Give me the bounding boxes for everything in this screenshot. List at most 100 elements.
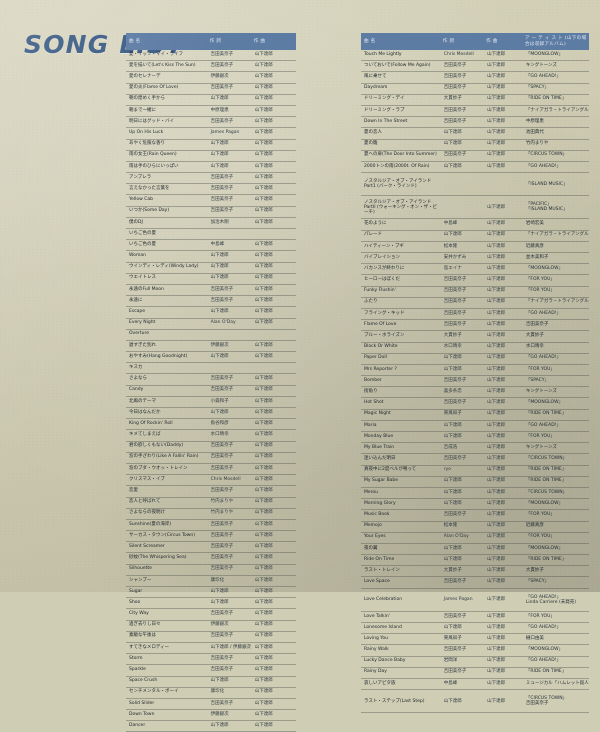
song-artist: 「SPACY」 xyxy=(522,576,589,589)
song-artist: 「FOR YOU」 xyxy=(522,611,589,624)
song-lyricist: 吉田美奈子 xyxy=(440,71,485,84)
table-row: 愛を描いて(Let's Kiss The Sun)吉田美奈子山下達郎「MOONG… xyxy=(126,60,296,73)
song-artist: 「RIDE ON TIME」 xyxy=(522,465,589,477)
table-row: Memojo 松本隆 山下達郎 近藤真彦 xyxy=(361,521,589,533)
song-composer: 山下達郎 xyxy=(484,465,523,477)
song-lyricist: 山下達郎 xyxy=(207,161,252,174)
song-composer: 山下達郎 xyxy=(484,364,523,377)
song-composer: 山下達郎ナイアガラ・トライアングル xyxy=(251,217,296,230)
song-composer: 山下達郎「GO AHEAD!」 xyxy=(251,194,296,207)
table-row: Bomber 吉田美奈子 山下達郎 「SPACY」 xyxy=(361,375,589,388)
song-title: Touch Me Lightly xyxy=(361,50,441,62)
song-composer: 山下達郎 xyxy=(484,622,523,635)
table-row: フライング・キッド 吉田美奈子 山下達郎 「GO AHEAD!」 xyxy=(361,308,589,321)
song-lyricist: 魚谷和彦 xyxy=(207,418,252,431)
table-row: 真夜中に2度ベルが鳴って ryo 山下達郎 「RIDE ON TIME」 xyxy=(361,465,589,477)
song-title: おやすみ(Hang Goodnight) xyxy=(126,351,208,364)
song-title: Monday Blue xyxy=(361,431,441,444)
song-lyricist: 中原理恵 xyxy=(207,105,252,118)
song-lyricist: 山下達郎 xyxy=(440,476,485,488)
song-title: Overture xyxy=(126,329,208,341)
table-row: ドリーミング・デイ 大貫妙子 山下達郎 「RIDE ON TIME」 xyxy=(361,94,589,106)
song-table-right: 曲 名 作 詞 作 曲 ア ー テ ィ ス ト (山下の場合は収録アルバム) T… xyxy=(361,33,589,714)
song-composer: 山下達郎「SPACY」 xyxy=(251,720,296,732)
table-row: Overture 「ナイアガラ・トライアングル」 xyxy=(126,329,296,341)
song-lyricist: 吉田美奈子 xyxy=(207,552,252,565)
table-row: ラスト・ステップ(Last Step) 山下達郎 山下達郎 「CIRCUS TOWN」… xyxy=(361,689,589,714)
song-title: Black Or White xyxy=(361,342,441,354)
song-title: バカンスが終わりに xyxy=(361,263,441,276)
song-composer: 山下達郎Linda Carriere (未発売) xyxy=(251,127,296,140)
song-title: Every Night xyxy=(126,318,208,330)
song-title: 明日にはグッド・バイ xyxy=(126,116,208,129)
song-artist: 「CIRCUS TOWN」 xyxy=(522,150,589,162)
song-lyricist: 吉田美奈子 xyxy=(207,183,252,196)
table-row: Music Book 吉田美奈子 山下達郎 「FOR YOU」 xyxy=(361,509,589,522)
song-lyricist: 吉田美奈子 xyxy=(207,441,252,453)
song-composer: 山下達郎 xyxy=(484,487,523,500)
song-composer: 山下達郎「GREATEST HITS」 xyxy=(251,139,296,151)
song-lyricist: 吉田美奈子 xyxy=(207,698,252,711)
song-composer: 山下達郎「FOR YOU」 xyxy=(251,575,296,588)
song-lyricist: 吉田美奈子 xyxy=(440,397,485,410)
song-artist: 「RIDE ON TIME」 xyxy=(522,667,589,679)
song-composer: 山下達郎「FOR YOU」 xyxy=(251,664,296,677)
song-title: 夏の恋人 xyxy=(361,127,441,140)
song-lyricist: 吉田美奈子 xyxy=(440,150,485,162)
song-lyricist: 吉田美奈子 xyxy=(207,116,252,129)
song-composer: 山下達郎フランク永井 xyxy=(251,71,296,84)
song-lyricist: 吉田美奈子 xyxy=(440,644,485,657)
song-composer: 山下達郎「GREATEST HITS」 xyxy=(251,508,296,520)
song-title: あやく危険な香り xyxy=(126,139,208,151)
song-title: いつか(Some Day) xyxy=(126,206,208,218)
song-title: Solid Slider xyxy=(126,698,208,711)
song-composer: 山下達郎 xyxy=(484,532,523,544)
song-lyricist: 松本隆 xyxy=(440,521,485,533)
song-title: 君の欲しくもない(Daddy) xyxy=(126,441,208,453)
song-lyricist: 吉田美奈子 xyxy=(440,509,485,522)
song-title: センチメンタル・ボーイ xyxy=(126,687,208,699)
song-composer: 山下達郎「IT'S A POPPIN' TIME」 xyxy=(251,676,296,688)
song-artist: 「SPACY」 xyxy=(522,83,589,95)
song-composer: 山下達郎 xyxy=(484,689,523,714)
song-composer: 山下達郎 xyxy=(484,60,523,73)
song-artist: 「MOONGLOW」 xyxy=(522,263,589,276)
song-title: ついておいで(Follow Me Again) xyxy=(361,60,441,73)
song-composer: 山下達郎 xyxy=(484,83,523,95)
song-title: My Blue Train xyxy=(361,442,441,455)
song-composer: 山下達郎 xyxy=(484,241,523,254)
song-lyricist: 山下達郎 xyxy=(440,353,485,365)
song-title: 迷い込んだ明日 xyxy=(361,453,441,466)
song-lyricist: 吉田美奈子 xyxy=(440,274,485,287)
song-composer: 山下達郎「MOONGLOW」 xyxy=(251,653,296,666)
song-lyricist: 吉田美奈子 xyxy=(440,83,485,95)
table-row: パレード 山下達郎 山下達郎 「ナイアガラ・トライアングル」 xyxy=(361,230,589,242)
song-lyricist: 竹内まりや xyxy=(207,497,252,509)
song-artist: 「FOR YOU」 xyxy=(522,364,589,377)
table-row: Hot Shot 吉田美奈子 山下達郎 「MOONGLOW」 xyxy=(361,397,589,410)
table-row: Down In The Street 吉田美奈子 山下達郎 中原理恵 xyxy=(361,116,589,129)
song-lyricist: 山下達郎 xyxy=(440,498,485,511)
song-title: Sunshine(夏の海岸) xyxy=(126,519,208,532)
song-artist: キングトーンズ xyxy=(522,386,589,399)
song-lyricist: 大貫妙子 xyxy=(440,565,485,578)
song-artist: 岩崎宏美 xyxy=(522,218,589,231)
song-title: 恋人と呼ばれて xyxy=(126,497,208,509)
song-lyricist xyxy=(440,195,485,220)
song-composer: 山下達郎「SPACY」 xyxy=(251,183,296,196)
song-lyricist: 伊藤銀次 xyxy=(207,620,252,632)
song-composer: 山下達郎「SONGS」 xyxy=(251,586,296,599)
song-lyricist: 吉田美奈子 xyxy=(440,60,485,73)
song-composer: 山下達郎「CIRCUS TOWN」 xyxy=(251,519,296,532)
song-composer: 山下達郎 xyxy=(484,498,523,511)
table-row: ブルー・ホライズン 大貫妙子 山下達郎 大貫妙子 xyxy=(361,330,589,343)
table-row: 北風のテーマ小森和子山下達郎ミュージカル「ハムレット殺人記」 xyxy=(126,396,296,409)
table-row: Daydream 吉田美奈子 山下達郎 「SPACY」 xyxy=(361,83,589,95)
